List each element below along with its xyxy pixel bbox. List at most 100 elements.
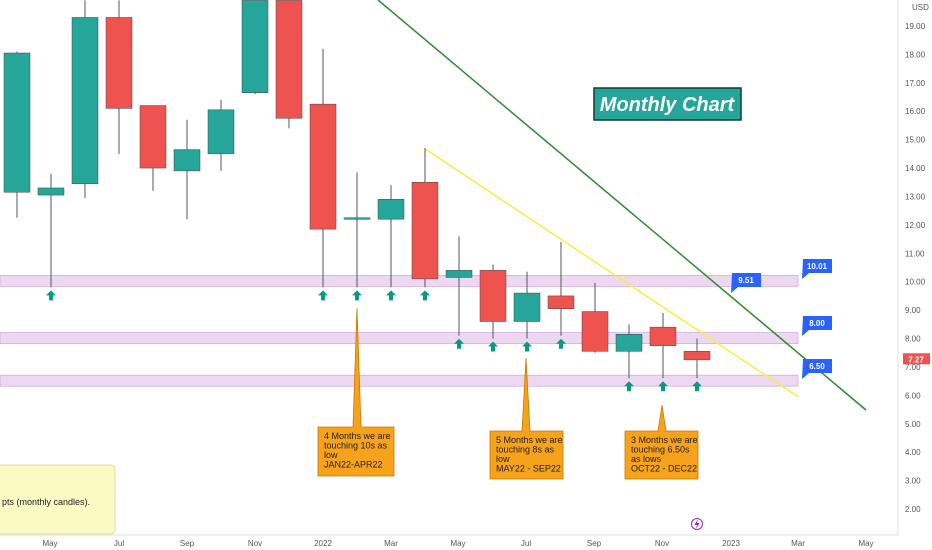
x-tick-label: Mar: [384, 539, 398, 548]
note-box: [0, 464, 116, 535]
candle-body: [683, 351, 711, 361]
callout-text: touching 8s as: [496, 445, 555, 455]
candle-body: [309, 103, 337, 230]
title-badge: [593, 87, 742, 121]
candle-body: [207, 109, 235, 155]
candle-body: [615, 334, 643, 352]
support-zone: [0, 374, 799, 387]
callout-text: low: [496, 454, 510, 464]
callout-text: touching 10s as: [324, 441, 388, 451]
support-zone: [0, 332, 799, 344]
y-tick-label: 12.00: [905, 221, 926, 230]
callout-text: 5 Months we are: [496, 435, 563, 445]
candle-body: [343, 217, 371, 220]
candle-body: [513, 292, 541, 322]
current-price-label: 7.27: [908, 355, 924, 364]
y-tick-label: 11.00: [905, 249, 925, 258]
x-tick-label: Nov: [655, 539, 669, 548]
x-tick-label: Mar: [791, 539, 805, 548]
price-label: 6.50: [809, 362, 825, 371]
y-tick-label: 15.00: [905, 136, 926, 145]
x-tick-label: May: [858, 539, 873, 548]
y-tick-label: 16.00: [905, 107, 926, 116]
yellow-trendline: [423, 147, 799, 398]
x-tick-label: Sep: [587, 539, 602, 548]
up-arrow-icon: [352, 290, 362, 301]
up-arrow-icon: [658, 381, 668, 392]
price-label: 8.00: [809, 319, 825, 328]
x-tick-label: Nov: [248, 539, 262, 548]
candle-body: [547, 295, 575, 309]
x-tick-label: 2022: [314, 539, 332, 548]
candle-body: [241, 0, 269, 94]
y-tick-label: 18.00: [905, 50, 926, 59]
up-arrow-icon: [386, 290, 396, 301]
y-tick-label: 17.00: [905, 79, 926, 88]
x-tick-label: Jul: [114, 539, 124, 548]
price-label-tag: [802, 359, 832, 379]
price-label: 9.51: [738, 276, 754, 285]
candle-body: [275, 0, 303, 119]
support-zone: [0, 275, 799, 287]
up-arrow-icon: [318, 290, 328, 301]
lightning-bolt: [694, 519, 700, 529]
callout-box: [489, 357, 564, 480]
callout-text: 4 Months we are: [324, 431, 391, 441]
x-tick-label: Sep: [180, 539, 195, 548]
callout-text: low: [324, 450, 338, 460]
up-arrow-icon: [522, 341, 532, 352]
up-arrow-icon: [46, 290, 56, 301]
x-tick-label: 2023: [722, 539, 740, 548]
callout-text: MAY22 - SEP22: [496, 464, 561, 474]
up-arrow-icon: [420, 290, 430, 301]
candle-body: [71, 17, 99, 184]
candle-body: [3, 52, 31, 193]
y-tick-label: 8.00: [905, 335, 921, 344]
callout-box: [624, 404, 699, 480]
y-tick-label: 6.00: [905, 391, 921, 400]
y-tick-label: 9.00: [905, 306, 921, 315]
current-price-tag: [903, 353, 930, 365]
green-trendline: [377, 0, 867, 411]
plot-area: [0, 0, 898, 535]
up-arrow-icon: [488, 341, 498, 352]
candle-body: [411, 182, 439, 280]
price-label-tag: [731, 273, 761, 293]
candle-body: [377, 199, 405, 220]
y-tick-label: 14.00: [905, 164, 926, 173]
candle-body: [139, 105, 167, 169]
y-tick-label: 4.00: [905, 448, 921, 457]
candle-body: [479, 270, 507, 322]
price-label: 10.01: [807, 262, 828, 271]
candle-body: [37, 187, 65, 196]
note-text: pts (monthly candles).: [2, 497, 90, 507]
candle-body: [173, 149, 201, 172]
callout-text: 3 Months we are: [631, 435, 698, 445]
candle-body: [445, 270, 473, 278]
price-label-tag: [802, 259, 832, 279]
y-tick-label: 5.00: [905, 420, 921, 429]
x-tick-label: Jul: [521, 539, 531, 548]
callout-text: JAN22-APR22: [324, 460, 383, 470]
y-tick-label: 2.00: [905, 505, 921, 514]
up-arrow-icon: [692, 381, 702, 392]
up-arrow-icon: [556, 338, 566, 349]
callout-box: [317, 307, 395, 477]
chart-title: Monthly Chart: [600, 94, 736, 116]
candle-body: [105, 17, 133, 109]
price-label-tag: [802, 316, 832, 336]
up-arrow-icon: [624, 381, 634, 392]
y-tick-label: 10.00: [905, 278, 926, 287]
y-tick-label: 7.00: [905, 363, 921, 372]
callout-text: touching 6.50s: [631, 445, 690, 455]
x-tick-label: May: [450, 539, 465, 548]
callout-text: OCT22 - DEC22: [631, 464, 697, 474]
candle-body: [649, 326, 677, 346]
candle-body: [581, 311, 609, 352]
currency-label: USD: [912, 3, 929, 12]
y-tick-label: 19.00: [905, 22, 926, 31]
y-tick-label: 3.00: [905, 477, 921, 486]
callout-text: as lows: [631, 454, 662, 464]
y-tick-label: 13.00: [905, 192, 926, 201]
